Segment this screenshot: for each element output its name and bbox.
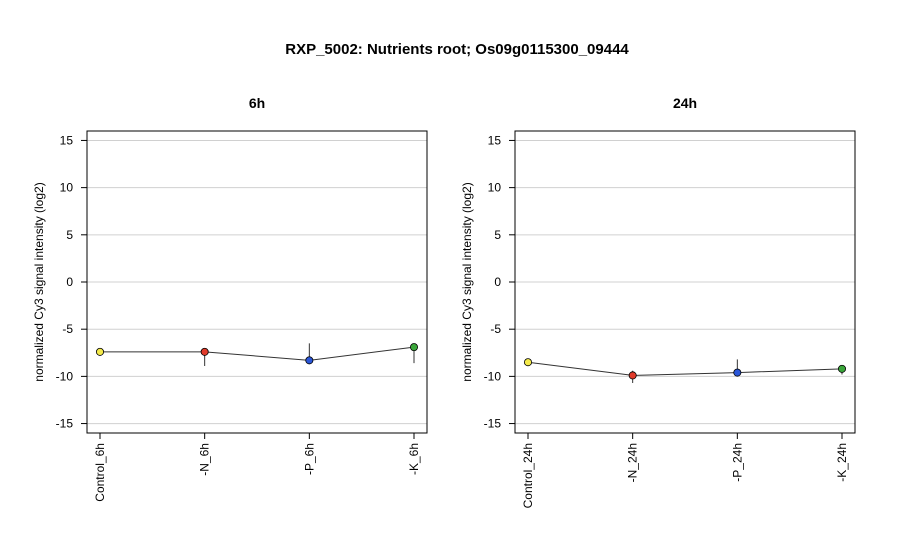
main-title: RXP_5002: Nutrients root; Os09g0115300_0… <box>285 41 629 58</box>
data-point <box>838 364 847 373</box>
y-tick-label: -15 <box>56 417 74 431</box>
y-axis-label: normalized Cy3 signal intensity (log2) <box>460 182 474 381</box>
series-line <box>100 346 415 361</box>
y-tick-label: 0 <box>66 275 73 289</box>
y-tick-label: 5 <box>494 228 501 242</box>
y-tick-label: 10 <box>60 181 74 195</box>
panel-6h: 6h -15 -10 -5 0 5 10 15 normalized Cy3 signal in… <box>32 95 428 502</box>
x-tick-label: Control_24h <box>521 443 535 508</box>
panel-title: 24h <box>673 95 697 111</box>
y-axis-label: normalized Cy3 signal intensity (log2) <box>32 182 46 381</box>
data-point <box>733 368 742 377</box>
x-tick-label: -P_24h <box>730 443 744 482</box>
y-tick-label: 15 <box>488 133 502 147</box>
x-tick-label: -N_24h <box>626 443 640 482</box>
panel-24h: 24h -15 -10 -5 0 5 10 15 normalized Cy3 signal i… <box>460 95 856 508</box>
x-tick-label: -N_6h <box>198 443 212 476</box>
data-point <box>409 343 418 352</box>
data-point <box>200 347 209 356</box>
x-tick-label: -P_6h <box>302 443 316 475</box>
y-tick-label: 0 <box>494 275 501 289</box>
x-tick-label: Control_6h <box>93 443 107 502</box>
y-tick-label: -5 <box>490 322 501 336</box>
y-tick-label: -10 <box>484 369 502 383</box>
data-point <box>628 371 637 380</box>
series-line <box>527 361 843 376</box>
y-tick-label: 10 <box>488 181 502 195</box>
x-tick-label: -K_6h <box>407 443 421 475</box>
y-tick-label: 5 <box>66 228 73 242</box>
y-tick-label: -10 <box>56 369 74 383</box>
y-tick-label: -5 <box>62 322 73 336</box>
y-tick-label: 15 <box>60 133 74 147</box>
panel-title: 6h <box>249 95 265 111</box>
data-point <box>524 358 533 367</box>
data-point <box>305 356 314 365</box>
x-tick-label: -K_24h <box>835 443 849 482</box>
data-point <box>96 347 105 356</box>
y-tick-label: -15 <box>484 417 502 431</box>
